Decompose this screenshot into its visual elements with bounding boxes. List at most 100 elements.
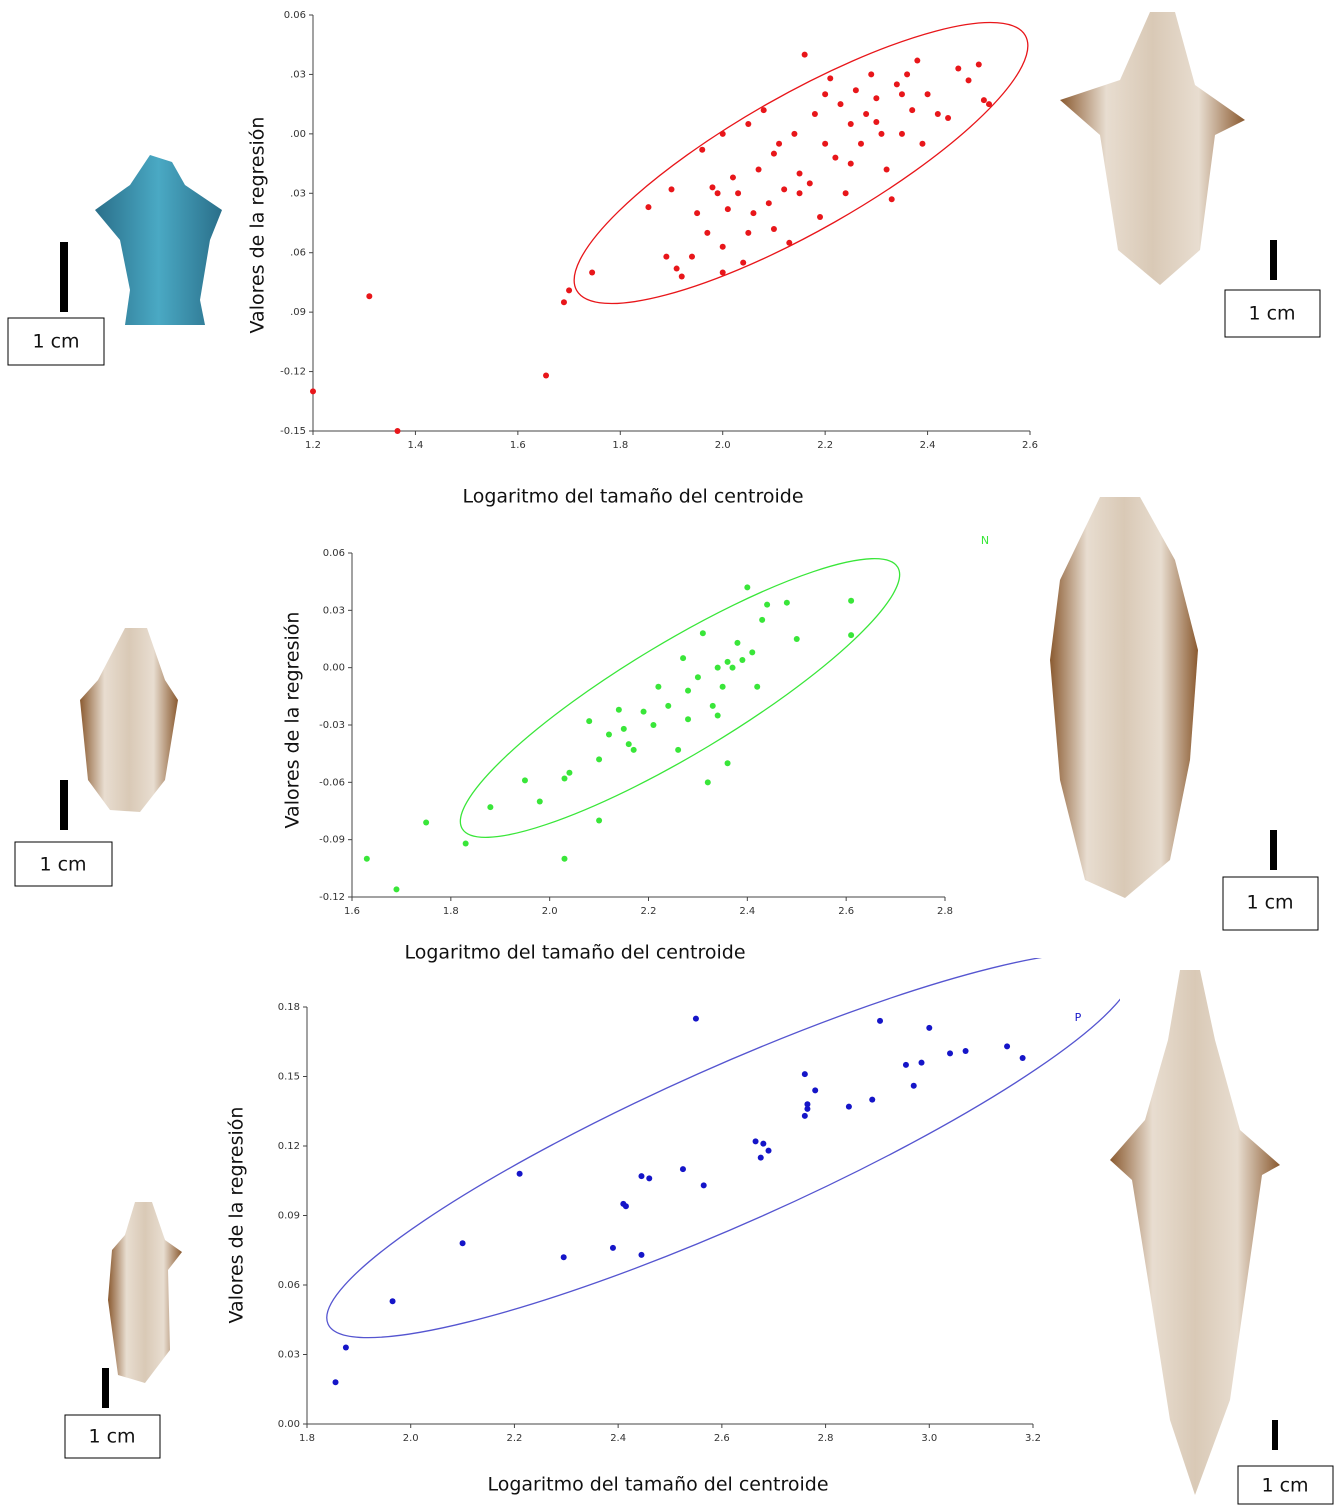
point (918, 1059, 925, 1066)
point (729, 664, 736, 671)
x-tick-label: 2.2 (641, 906, 657, 917)
point (945, 115, 952, 122)
point (719, 269, 726, 276)
point (801, 1071, 808, 1078)
point (735, 190, 742, 197)
point (543, 372, 550, 379)
y-tick-label: .03 (290, 69, 306, 80)
y-tick-label: 0.03 (278, 1350, 300, 1361)
scale-box (1237, 1465, 1334, 1505)
y-tick-label: 0.06 (278, 1280, 300, 1291)
point (888, 196, 895, 203)
point (827, 75, 834, 82)
x-tick-label: 2.0 (403, 1433, 419, 1444)
point (765, 1147, 772, 1154)
scale-label: 1 cm (1246, 892, 1293, 914)
scale-bar (102, 1368, 109, 1408)
confidence-ellipse (459, 558, 901, 838)
point (904, 71, 911, 78)
y-tick-label: -0.06 (319, 777, 345, 788)
point (704, 229, 711, 236)
y-tick-label: 0.15 (278, 1072, 300, 1083)
point (560, 1254, 567, 1261)
point (791, 130, 798, 137)
point (883, 166, 890, 173)
point (801, 51, 808, 58)
point (755, 166, 762, 173)
point (366, 293, 373, 300)
scale-label: 1 cm (39, 854, 86, 876)
x-tick-label: 2.6 (838, 906, 854, 917)
x-tick-label: 3.0 (921, 1433, 937, 1444)
point (605, 731, 612, 738)
point (596, 817, 603, 824)
point (760, 107, 767, 114)
scale-box (64, 1414, 161, 1459)
point (589, 269, 596, 276)
point (1004, 1043, 1011, 1050)
point (685, 687, 692, 694)
point (752, 1138, 759, 1145)
y-tick-label: 0.09 (278, 1211, 300, 1222)
point (646, 1175, 653, 1182)
x-tick-label: 2.0 (542, 906, 558, 917)
scale-box (1224, 289, 1321, 338)
x-tick-label: 2.2 (506, 1433, 522, 1444)
specimen-image (1110, 970, 1280, 1495)
point (389, 1298, 396, 1305)
point (1019, 1054, 1026, 1061)
point (842, 190, 849, 197)
point (668, 186, 675, 193)
point (688, 253, 695, 260)
point (878, 130, 885, 137)
x-tick-label: 1.6 (510, 440, 526, 451)
point (393, 886, 400, 893)
point (804, 1105, 811, 1112)
specimen-image (1050, 497, 1198, 898)
x-axis-label: Logaritmo del tamaño del centroide (404, 942, 745, 964)
confidence-ellipse (326, 958, 1120, 1339)
point (663, 253, 670, 260)
point (622, 1203, 629, 1210)
x-tick-label: 2.8 (818, 1433, 834, 1444)
point (704, 779, 711, 786)
scale-bar (1270, 830, 1277, 870)
point (873, 118, 880, 125)
point (739, 657, 746, 664)
point (566, 769, 573, 776)
point (724, 658, 731, 665)
point (986, 101, 993, 108)
point (700, 1182, 707, 1189)
point (980, 97, 987, 104)
point (781, 186, 788, 193)
scale-box (7, 317, 105, 366)
point (898, 91, 905, 98)
annotation: N (981, 534, 989, 547)
y-tick-label: .03 (290, 188, 306, 199)
scale-label: 1 cm (88, 1426, 135, 1448)
point (868, 71, 875, 78)
point (910, 1082, 917, 1089)
point (759, 616, 766, 623)
point (679, 1166, 686, 1173)
point (685, 716, 692, 723)
point (363, 855, 370, 862)
point (692, 1015, 699, 1022)
point (786, 239, 793, 246)
annotation: P (1075, 1011, 1082, 1024)
point (724, 206, 731, 213)
point (745, 120, 752, 127)
y-tick-label: 0.00 (278, 1419, 300, 1430)
point (630, 746, 637, 753)
point (423, 819, 430, 826)
point (462, 840, 469, 847)
point (909, 107, 916, 114)
point (749, 649, 756, 656)
point (620, 725, 627, 732)
y-axis-label: Valores de la regresión (282, 612, 304, 829)
point (678, 273, 685, 280)
point (869, 1096, 876, 1103)
scale-box (1222, 876, 1319, 931)
point (394, 428, 401, 434)
